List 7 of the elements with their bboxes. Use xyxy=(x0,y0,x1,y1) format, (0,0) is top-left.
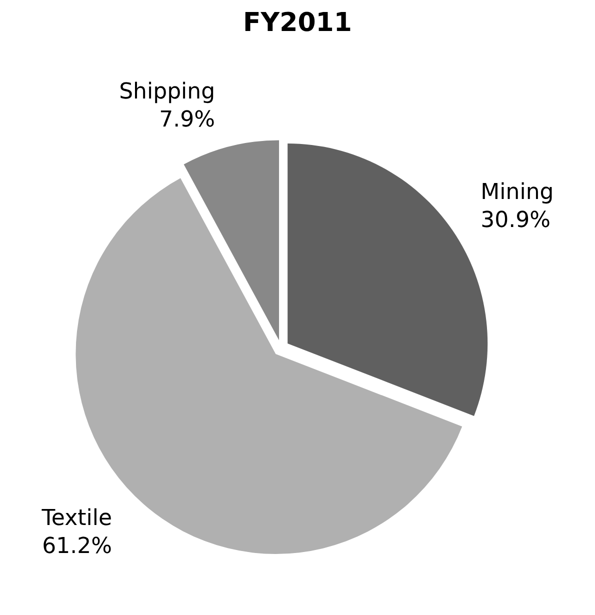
slice-label: Textile xyxy=(40,506,112,532)
data-label: 30.9% xyxy=(480,208,551,233)
data-label: 61.2% xyxy=(42,534,112,560)
slice-label: Shipping xyxy=(119,80,216,105)
chart-title: FY2011 xyxy=(242,8,353,38)
data-label: 7.9% xyxy=(159,108,216,133)
slice-label: Mining xyxy=(480,180,554,205)
